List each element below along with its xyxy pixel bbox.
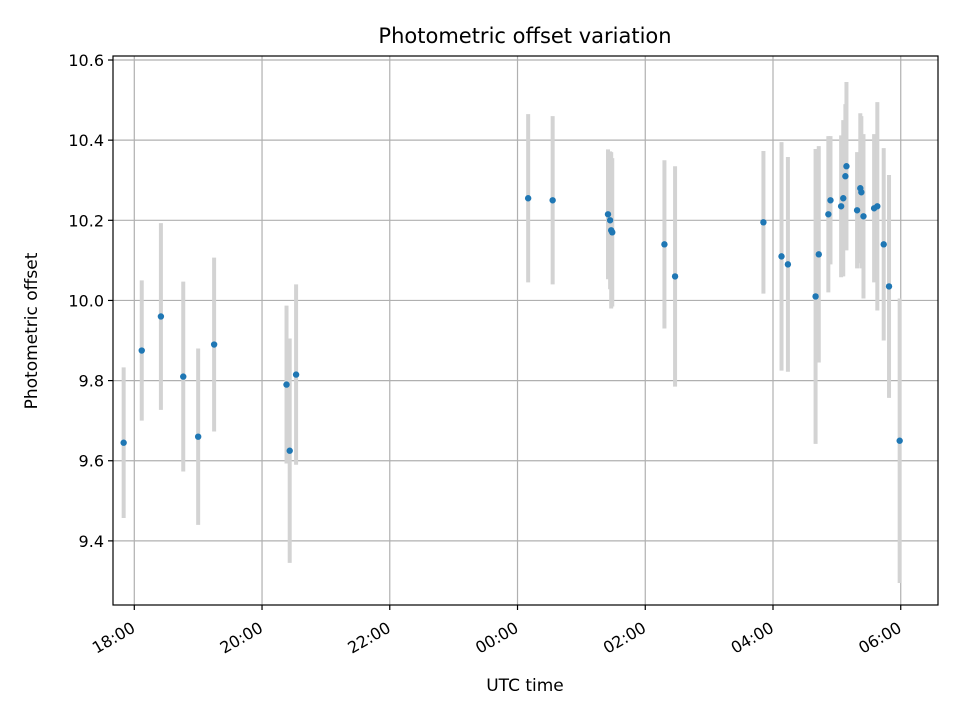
- y-axis-label: Photometric offset: [22, 252, 42, 409]
- data-point: [180, 373, 187, 380]
- data-point: [784, 261, 792, 268]
- data-point: [874, 203, 881, 210]
- data-point: [194, 433, 202, 440]
- data-point: [606, 217, 614, 224]
- y-tick-label: 9.8: [79, 372, 104, 391]
- data-point: [880, 241, 887, 248]
- data-point: [157, 313, 165, 320]
- data-point: [840, 195, 847, 202]
- data-point: [778, 253, 785, 260]
- data-point: [842, 173, 849, 180]
- data-point: [885, 283, 893, 290]
- data-point: [812, 293, 819, 300]
- data-point: [815, 251, 822, 258]
- data-point: [549, 197, 556, 204]
- data-points: [120, 163, 903, 454]
- data-point: [671, 273, 679, 280]
- y-axis-ticks: 9.4 9.6 9.8 10.0 10.2 10.4 10.6: [68, 51, 113, 551]
- data-point: [609, 229, 616, 236]
- data-point: [843, 163, 850, 170]
- data-point: [661, 241, 668, 248]
- plot-frame: [112, 55, 939, 606]
- data-point: [858, 189, 865, 196]
- grid-lines: [113, 56, 938, 605]
- y-tick-label: 10.6: [68, 51, 104, 70]
- data-point: [853, 207, 861, 214]
- data-point: [120, 439, 127, 446]
- y-tick-label: 9.6: [79, 452, 104, 471]
- data-point: [604, 211, 612, 218]
- data-point: [138, 347, 145, 354]
- y-tick-label: 10.0: [68, 291, 104, 310]
- data-point: [827, 197, 834, 204]
- chart-title: Photometric offset variation: [378, 24, 671, 48]
- data-point: [896, 437, 903, 444]
- data-point: [283, 381, 290, 388]
- data-point: [524, 195, 532, 202]
- data-point: [860, 213, 867, 220]
- data-point: [292, 371, 300, 378]
- x-axis-label: UTC time: [486, 676, 564, 696]
- y-tick-label: 10.4: [68, 131, 104, 150]
- y-tick-label: 9.4: [79, 532, 104, 551]
- data-point: [286, 447, 293, 454]
- data-point: [210, 341, 218, 348]
- y-tick-label: 10.2: [68, 211, 104, 230]
- data-point: [760, 219, 767, 226]
- data-point: [825, 211, 832, 218]
- data-point: [837, 203, 845, 210]
